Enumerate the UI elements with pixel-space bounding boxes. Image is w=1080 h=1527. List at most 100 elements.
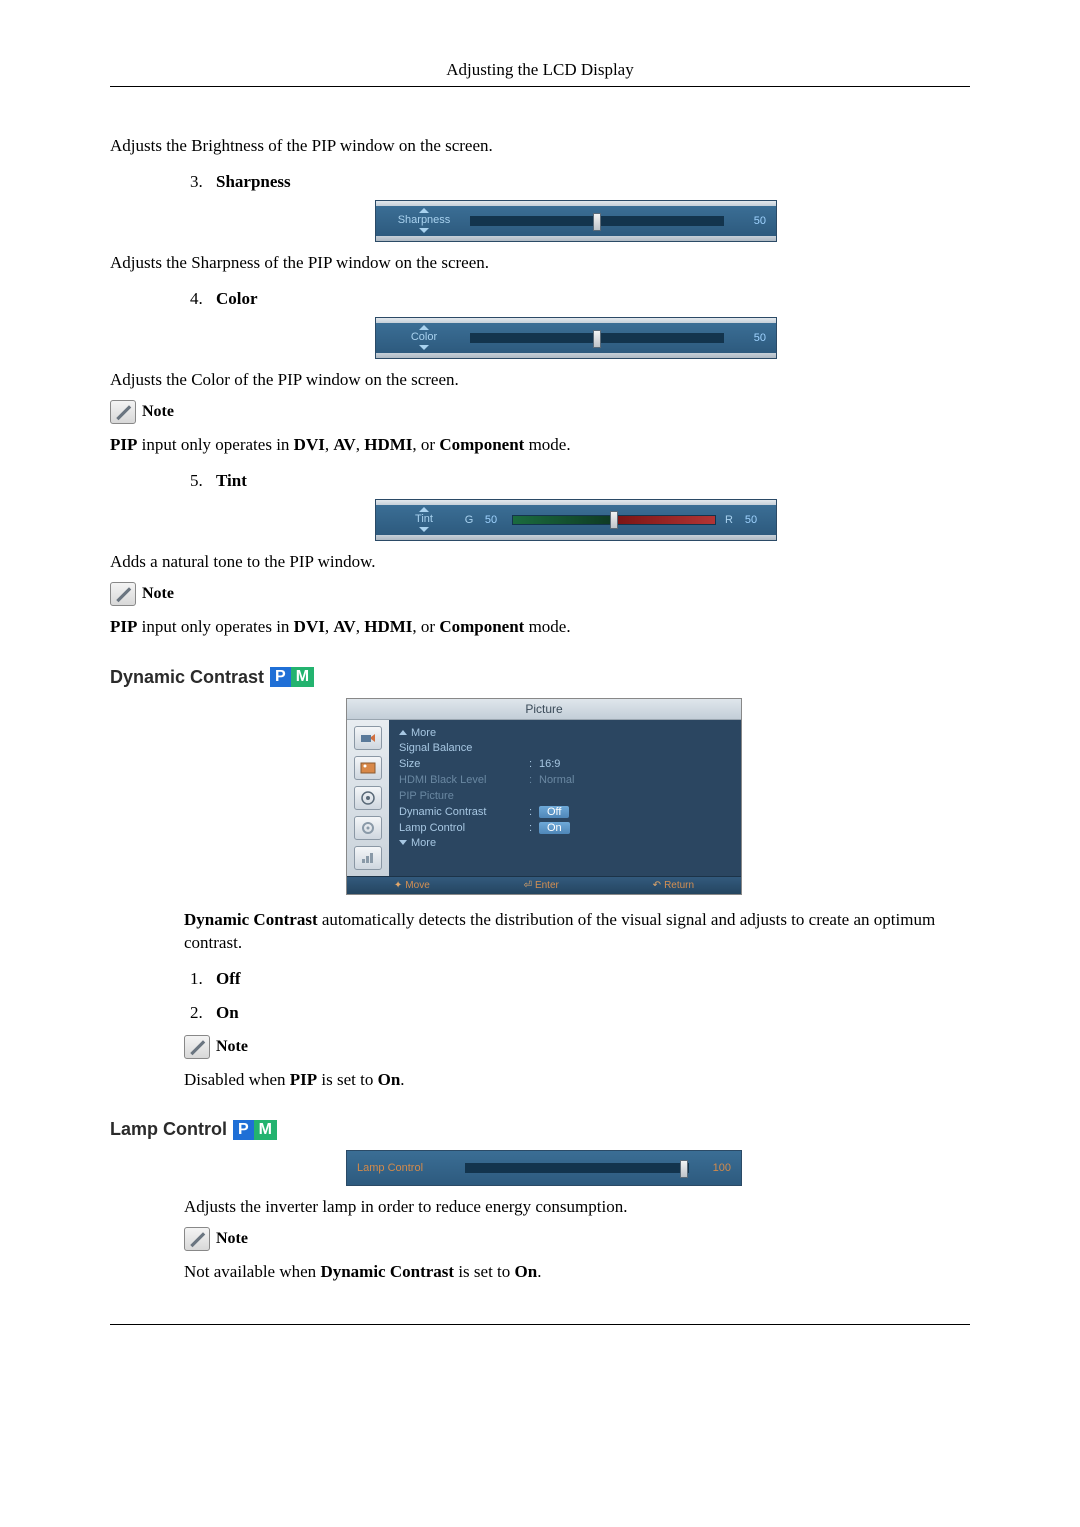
- osd-picture-menu: Picture More Signal Balance Size:16:9 HD…: [346, 698, 970, 895]
- tint-desc: Adds a natural tone to the PIP window.: [110, 551, 970, 574]
- tint-g-value: 50: [476, 514, 506, 526]
- k: Dynamic Contrast: [399, 806, 529, 818]
- badge-p: P: [233, 1120, 254, 1140]
- note-label: Note: [216, 1230, 248, 1248]
- t: HDMI: [364, 435, 412, 454]
- slider-thumb[interactable]: [593, 330, 601, 348]
- t: Lamp Control: [357, 1163, 423, 1174]
- list-number: 1.: [190, 969, 216, 989]
- t: input only operates in: [137, 435, 293, 454]
- t: .: [400, 1070, 404, 1089]
- slider-value: 50: [732, 215, 766, 227]
- note-lamp: Note: [184, 1227, 970, 1251]
- v: Off: [539, 806, 569, 818]
- slider-track[interactable]: [470, 333, 724, 343]
- t: Component: [439, 435, 524, 454]
- list-label: Off: [216, 969, 241, 989]
- slider-thumb[interactable]: [593, 213, 601, 231]
- sidebar-icon-multi[interactable]: [354, 846, 382, 870]
- slider-track[interactable]: [465, 1163, 689, 1173]
- footer-return: Return: [664, 880, 694, 891]
- arrow-up-icon: [419, 325, 429, 330]
- osd-menu-footer: ✦Move ⏎Enter ↶Return: [347, 876, 741, 894]
- list-label: Sharpness: [216, 172, 291, 192]
- tint-r-value: 50: [736, 514, 766, 526]
- note-icon: [184, 1035, 210, 1059]
- badge-m: M: [291, 667, 314, 687]
- list-number: 3.: [190, 172, 216, 192]
- arrow-down-icon: [419, 345, 429, 350]
- more-down: More: [411, 837, 436, 849]
- osd-color: Color 50: [375, 317, 970, 359]
- note-label: Note: [142, 585, 174, 603]
- menu-item[interactable]: Lamp Control:On: [399, 820, 733, 836]
- osd-lamp-control: Lamp Control 100: [346, 1150, 970, 1186]
- menu-item[interactable]: Size:16:9: [399, 756, 733, 772]
- t: is set to: [454, 1262, 514, 1281]
- sidebar-icon-input[interactable]: [354, 726, 382, 750]
- menu-item: HDMI Black Level:Normal: [399, 772, 733, 788]
- color-desc: Adjusts the Color of the PIP window on t…: [110, 369, 970, 392]
- tint-track[interactable]: [512, 515, 716, 525]
- t: mode.: [524, 435, 570, 454]
- menu-item[interactable]: Dynamic Contrast:Off: [399, 804, 733, 820]
- t: input only operates in: [137, 617, 293, 636]
- k: Size: [399, 758, 529, 770]
- heading-text: Dynamic Contrast: [110, 667, 264, 688]
- t: On: [515, 1262, 538, 1281]
- slider-thumb[interactable]: [610, 511, 618, 529]
- tint-note-text: PIP input only operates in DVI, AV, HDMI…: [110, 616, 970, 639]
- tint-g-label: G: [462, 514, 476, 526]
- slider-thumb[interactable]: [680, 1160, 688, 1178]
- osd-sharpness: Sharpness 50: [375, 200, 970, 242]
- t: DVI: [294, 617, 325, 636]
- arrow-down-icon: [419, 527, 429, 532]
- t: DVI: [294, 435, 325, 454]
- dc-option-1: 1. Off: [110, 969, 970, 989]
- osd-tint: Tint G 50 R 50: [375, 499, 970, 541]
- dynamic-contrast-desc: Dynamic Contrast automatically detects t…: [184, 909, 970, 955]
- note-dc: Note: [184, 1035, 970, 1059]
- v: 16:9: [539, 758, 560, 770]
- list-item-tint: 5. Tint: [110, 471, 970, 491]
- v: Normal: [539, 774, 574, 786]
- list-label: Tint: [216, 471, 247, 491]
- menu-item[interactable]: Signal Balance: [399, 740, 733, 756]
- sidebar-icon-setup[interactable]: [354, 816, 382, 840]
- note-icon: [110, 582, 136, 606]
- sidebar-icon-picture[interactable]: [354, 756, 382, 780]
- osd-label: Color: [411, 332, 437, 343]
- dc-note-text: Disabled when PIP is set to On.: [184, 1069, 970, 1092]
- t: .: [537, 1262, 541, 1281]
- osd-label: Lamp Control: [357, 1163, 457, 1174]
- footer-enter: Enter: [535, 880, 559, 891]
- osd-menu-title: Picture: [347, 699, 741, 720]
- sidebar-icon-sound[interactable]: [354, 786, 382, 810]
- v: On: [539, 822, 570, 834]
- k: Signal Balance: [399, 742, 529, 754]
- t: is set to: [317, 1070, 377, 1089]
- k: Lamp Control: [399, 822, 529, 834]
- page-header: Adjusting the LCD Display: [110, 60, 970, 87]
- k: PIP Picture: [399, 790, 529, 802]
- slider-track[interactable]: [470, 216, 724, 226]
- menu-item: PIP Picture: [399, 788, 733, 804]
- t: AV: [333, 617, 355, 636]
- badge-p: P: [270, 667, 291, 687]
- note-tint: Note: [110, 582, 970, 606]
- t: On: [378, 1070, 401, 1089]
- note-color: Note: [110, 400, 970, 424]
- color-note-text: PIP input only operates in DVI, AV, HDMI…: [110, 434, 970, 457]
- note-icon: [110, 400, 136, 424]
- mode-badge: PM: [270, 667, 314, 687]
- lamp-desc: Adjusts the inverter lamp in order to re…: [184, 1196, 970, 1219]
- list-number: 4.: [190, 289, 216, 309]
- t: , or: [412, 435, 439, 454]
- triangle-down-icon: [399, 840, 407, 845]
- t: AV: [333, 435, 355, 454]
- t: , or: [412, 617, 439, 636]
- lamp-note-text: Not available when Dynamic Contrast is s…: [184, 1261, 970, 1284]
- t: Component: [439, 617, 524, 636]
- note-label: Note: [142, 403, 174, 421]
- heading-text: Lamp Control: [110, 1119, 227, 1140]
